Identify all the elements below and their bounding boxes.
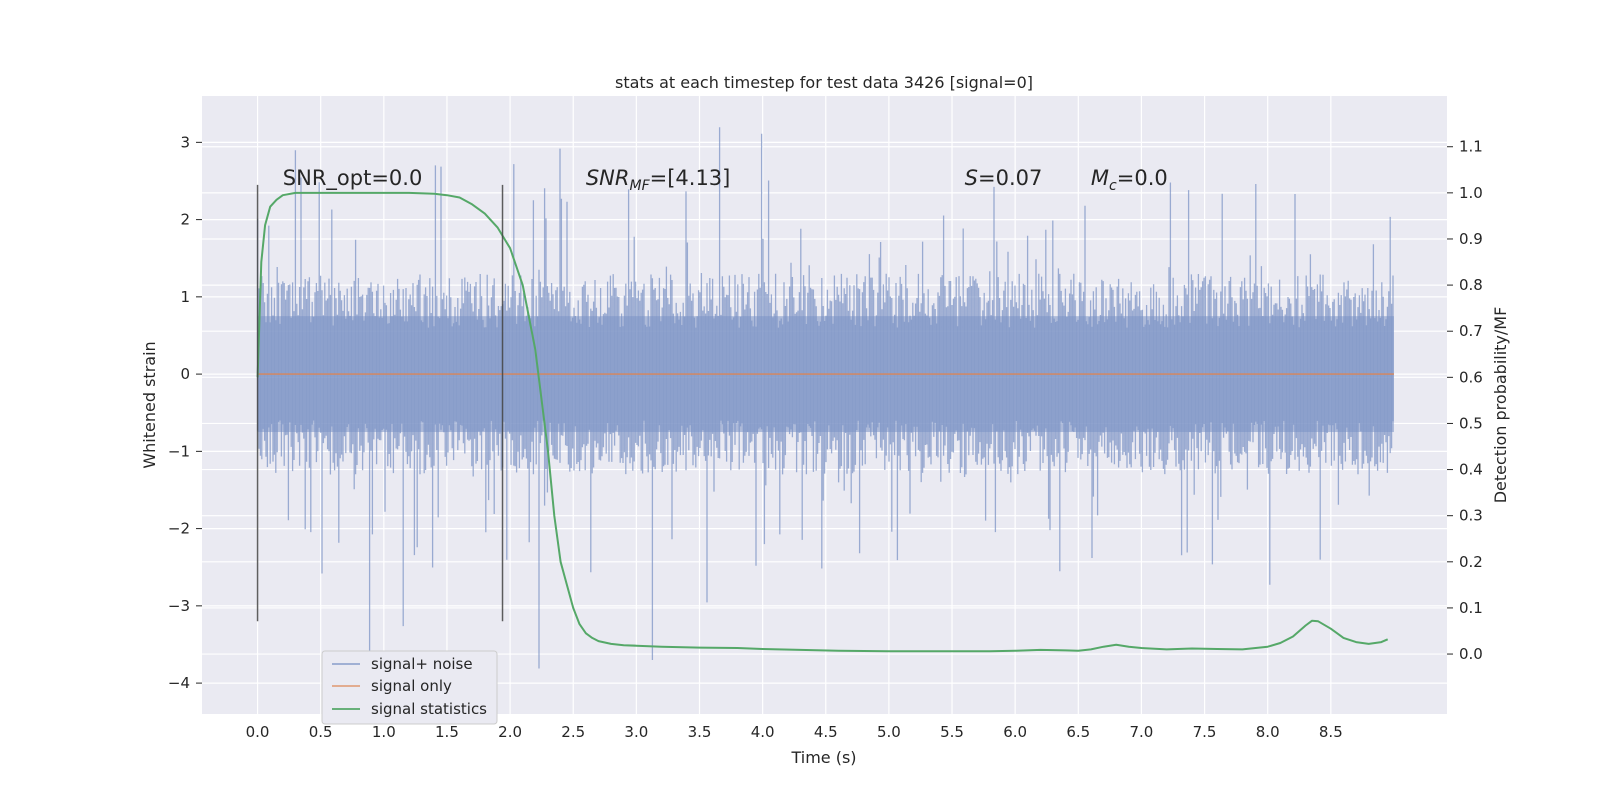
y-right-tick-label: 0.9 bbox=[1459, 230, 1483, 248]
x-tick-label: 8.5 bbox=[1319, 723, 1343, 741]
x-tick-label: 6.5 bbox=[1066, 723, 1090, 741]
annotation-text: S=0.07 bbox=[965, 166, 1043, 190]
legend-label-signal-noise: signal+ noise bbox=[371, 655, 473, 673]
y-tick-label: −3 bbox=[168, 597, 190, 615]
legend-box bbox=[321, 650, 498, 725]
legend-label-signal-only: signal only bbox=[371, 677, 452, 695]
annotation-text: SNRMF=[4.13] bbox=[586, 166, 731, 194]
y-right-tick-label: 1.0 bbox=[1459, 184, 1483, 202]
x-tick-label: 1.5 bbox=[435, 723, 459, 741]
y-right-tick-label: 1.1 bbox=[1459, 138, 1483, 156]
y-right-tick-labels: 0.0 0.1 0.2 0.3 0.4 0.5 0.6 0.7 0.8 0.9 1.0 1.1 bbox=[1447, 138, 1483, 663]
y-right-tick-label: 0.1 bbox=[1459, 599, 1483, 617]
x-tick-label: 4.5 bbox=[814, 723, 838, 741]
y-tick-label: −2 bbox=[168, 520, 190, 538]
x-tick-label: 8.0 bbox=[1256, 723, 1280, 741]
x-tick-label: 3.0 bbox=[624, 723, 648, 741]
chart-title: stats at each timestep for test data 342… bbox=[615, 73, 1033, 92]
y-right-tick-label: 0.2 bbox=[1459, 553, 1483, 571]
y-right-tick-label: 0.8 bbox=[1459, 276, 1483, 294]
y-tick-label: −4 bbox=[168, 674, 190, 692]
x-tick-label: 6.0 bbox=[1003, 723, 1027, 741]
y-tick-labels: −4 −3 −2 −1 0 1 2 3 bbox=[168, 133, 202, 692]
x-tick-label: 2.0 bbox=[498, 723, 522, 741]
y-axis-label: Whitened strain bbox=[140, 341, 159, 468]
legend: signal+ noise signal only signal statist… bbox=[321, 650, 498, 725]
x-tick-label: 0.5 bbox=[309, 723, 333, 741]
y-right-tick-label: 0.4 bbox=[1459, 461, 1483, 479]
y-right-tick-label: 0.3 bbox=[1459, 507, 1483, 525]
y-right-axis-label: Detection probability/MF bbox=[1491, 307, 1510, 504]
x-tick-label: 1.0 bbox=[372, 723, 396, 741]
y-tick-label: 3 bbox=[180, 133, 190, 151]
x-tick-label: 2.5 bbox=[561, 723, 585, 741]
x-tick-label: 0.0 bbox=[246, 723, 270, 741]
y-tick-label: 1 bbox=[180, 288, 190, 306]
annotation-text: Mc=0.0 bbox=[1091, 166, 1168, 194]
annotations: SNR_opt=0.0 SNRMF=[4.13] S=0.07 Mc=0.0 bbox=[283, 166, 1168, 194]
x-tick-label: 7.5 bbox=[1193, 723, 1217, 741]
legend-label-signal-statistics: signal statistics bbox=[371, 700, 487, 718]
x-tick-label: 5.5 bbox=[940, 723, 964, 741]
signal-statistics-line bbox=[256, 191, 1389, 653]
annotation-text: SNR_opt=0.0 bbox=[283, 166, 423, 191]
x-tick-label: 5.0 bbox=[877, 723, 901, 741]
y-right-tick-label: 0.7 bbox=[1459, 322, 1483, 340]
x-tick-label: 4.0 bbox=[751, 723, 775, 741]
y-tick-label: 0 bbox=[180, 365, 190, 383]
y-right-tick-label: 0.5 bbox=[1459, 414, 1483, 432]
y-right-tick-label: 0.0 bbox=[1459, 645, 1483, 663]
y-tick-label: 2 bbox=[180, 211, 190, 229]
y-tick-label: −1 bbox=[168, 442, 190, 460]
y-right-tick-label: 0.6 bbox=[1459, 368, 1483, 386]
vertical-markers bbox=[256, 184, 504, 622]
x-tick-label: 3.5 bbox=[688, 723, 712, 741]
x-axis-label: Time (s) bbox=[790, 748, 856, 767]
x-tick-label: 7.0 bbox=[1130, 723, 1154, 741]
x-tick-labels: 0.0 0.5 1.0 1.5 2.0 2.5 3.0 3.5 4.0 4.5 5.0 5.5 6.0 6… bbox=[246, 723, 1343, 741]
line-series bbox=[256, 191, 1394, 653]
